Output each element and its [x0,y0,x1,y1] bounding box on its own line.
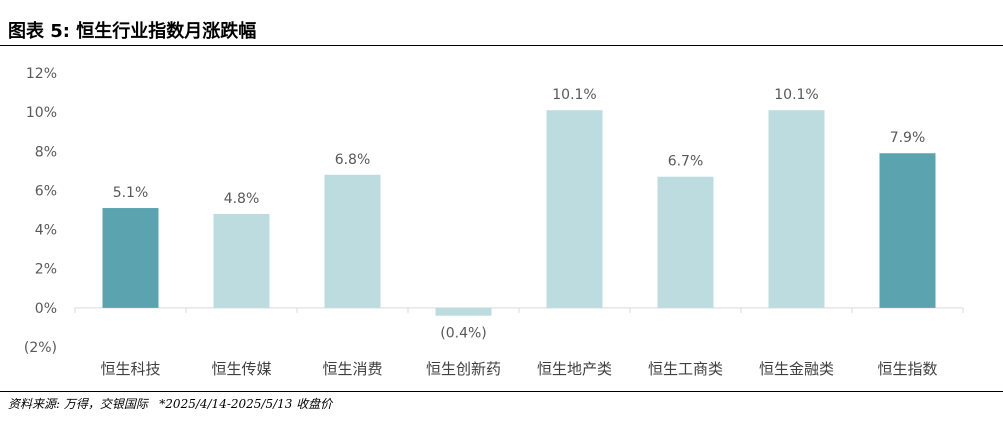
bar [213,213,270,308]
category-label: 恒生指数 [877,360,937,378]
y-tick-label: 0% [35,301,57,317]
y-tick-label: 4% [35,223,57,239]
category-label: 恒生地产类 [537,360,612,378]
bar [768,110,825,308]
category-label: 恒生消费 [322,360,382,378]
chart-title: 图表 5: 恒生行业指数月涨跌幅 [8,21,257,42]
category-label: 恒生创新药 [426,360,501,378]
source-note: 资料来源: 万得，交银国际 *2025/4/14-2025/5/13 收盘价 [8,397,333,411]
title-rule [0,45,1003,46]
y-tick-label: 2% [35,262,57,278]
bar [657,176,714,308]
bar [435,307,492,316]
data-label: 10.1% [552,87,596,103]
category-label: 恒生科技 [100,360,160,378]
category-label: 恒生工商类 [648,360,723,378]
bar [324,174,381,308]
source-rule [0,391,1003,392]
bar [102,208,159,308]
data-label: 4.8% [224,191,260,207]
bar-chart: (2%) 0% 2% 4% 6% 8% 10% 12% 5.1% 恒生科技 4.8% 恒生传媒 6.8%… [24,66,964,378]
y-tick-label: 6% [35,183,57,199]
y-tick-label: (2%) [24,340,57,356]
y-tick-label: 12% [26,66,57,82]
category-label: 恒生金融类 [759,360,834,378]
y-tick-label: 10% [26,105,57,121]
bar [879,153,936,308]
data-label: 7.9% [890,130,926,146]
bar [546,110,603,308]
data-label: (0.4%) [440,326,487,342]
data-label: 5.1% [113,185,149,201]
data-label: 10.1% [774,87,818,103]
data-label: 6.7% [668,154,704,170]
category-label: 恒生传媒 [211,360,271,378]
data-label: 6.8% [335,152,371,168]
y-tick-label: 8% [35,144,57,160]
